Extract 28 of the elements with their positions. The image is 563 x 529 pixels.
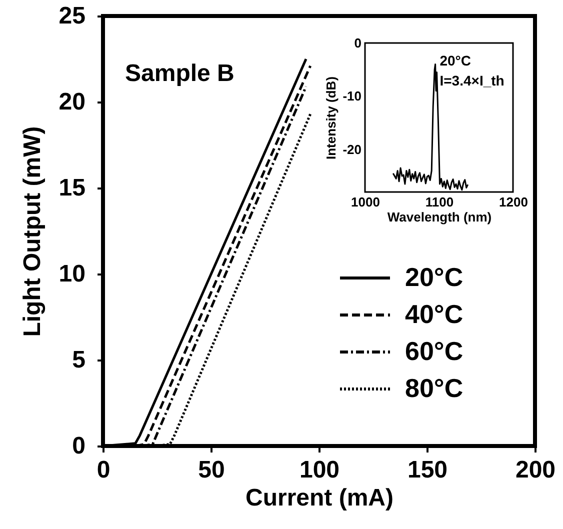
y-tick-label: 0 bbox=[354, 36, 362, 50]
x-tick-label: 100 bbox=[299, 456, 340, 484]
x-tick-label: 200 bbox=[515, 456, 556, 484]
legend-label: 60°C bbox=[405, 336, 464, 366]
legend-label: 80°C bbox=[405, 373, 464, 403]
y-tick-label: 15 bbox=[58, 174, 86, 202]
x-tick-label: 0 bbox=[96, 456, 110, 484]
annotation: I=3.4×I_th bbox=[440, 72, 504, 88]
y-tick-label: 10 bbox=[58, 260, 86, 288]
x-tick-label: 1100 bbox=[425, 194, 454, 210]
x-axis-title: Wavelength (nm) bbox=[387, 210, 492, 224]
y-tick-label: 20 bbox=[58, 88, 86, 116]
x-tick-label: 1200 bbox=[499, 194, 528, 210]
y-tick-label: 25 bbox=[58, 2, 86, 30]
y-tick-label: -20 bbox=[342, 142, 362, 157]
y-axis-title: Light Output (mW) bbox=[18, 126, 46, 337]
x-tick-label: 150 bbox=[407, 456, 448, 484]
annotation: 20°C bbox=[440, 52, 472, 69]
y-axis-title: Intensity (dB) bbox=[324, 76, 339, 160]
y-tick-label: 0 bbox=[72, 432, 86, 460]
y-tick-label: -10 bbox=[342, 88, 362, 104]
x-tick-label: 50 bbox=[198, 456, 225, 484]
y-tick-label: 5 bbox=[72, 346, 86, 374]
x-tick-label: 1000 bbox=[351, 194, 380, 210]
legend-label: 20°C bbox=[405, 262, 464, 292]
x-axis-title: Current (mA) bbox=[246, 484, 394, 512]
annotation: Sample B bbox=[125, 60, 234, 87]
legend-label: 40°C bbox=[405, 299, 464, 329]
